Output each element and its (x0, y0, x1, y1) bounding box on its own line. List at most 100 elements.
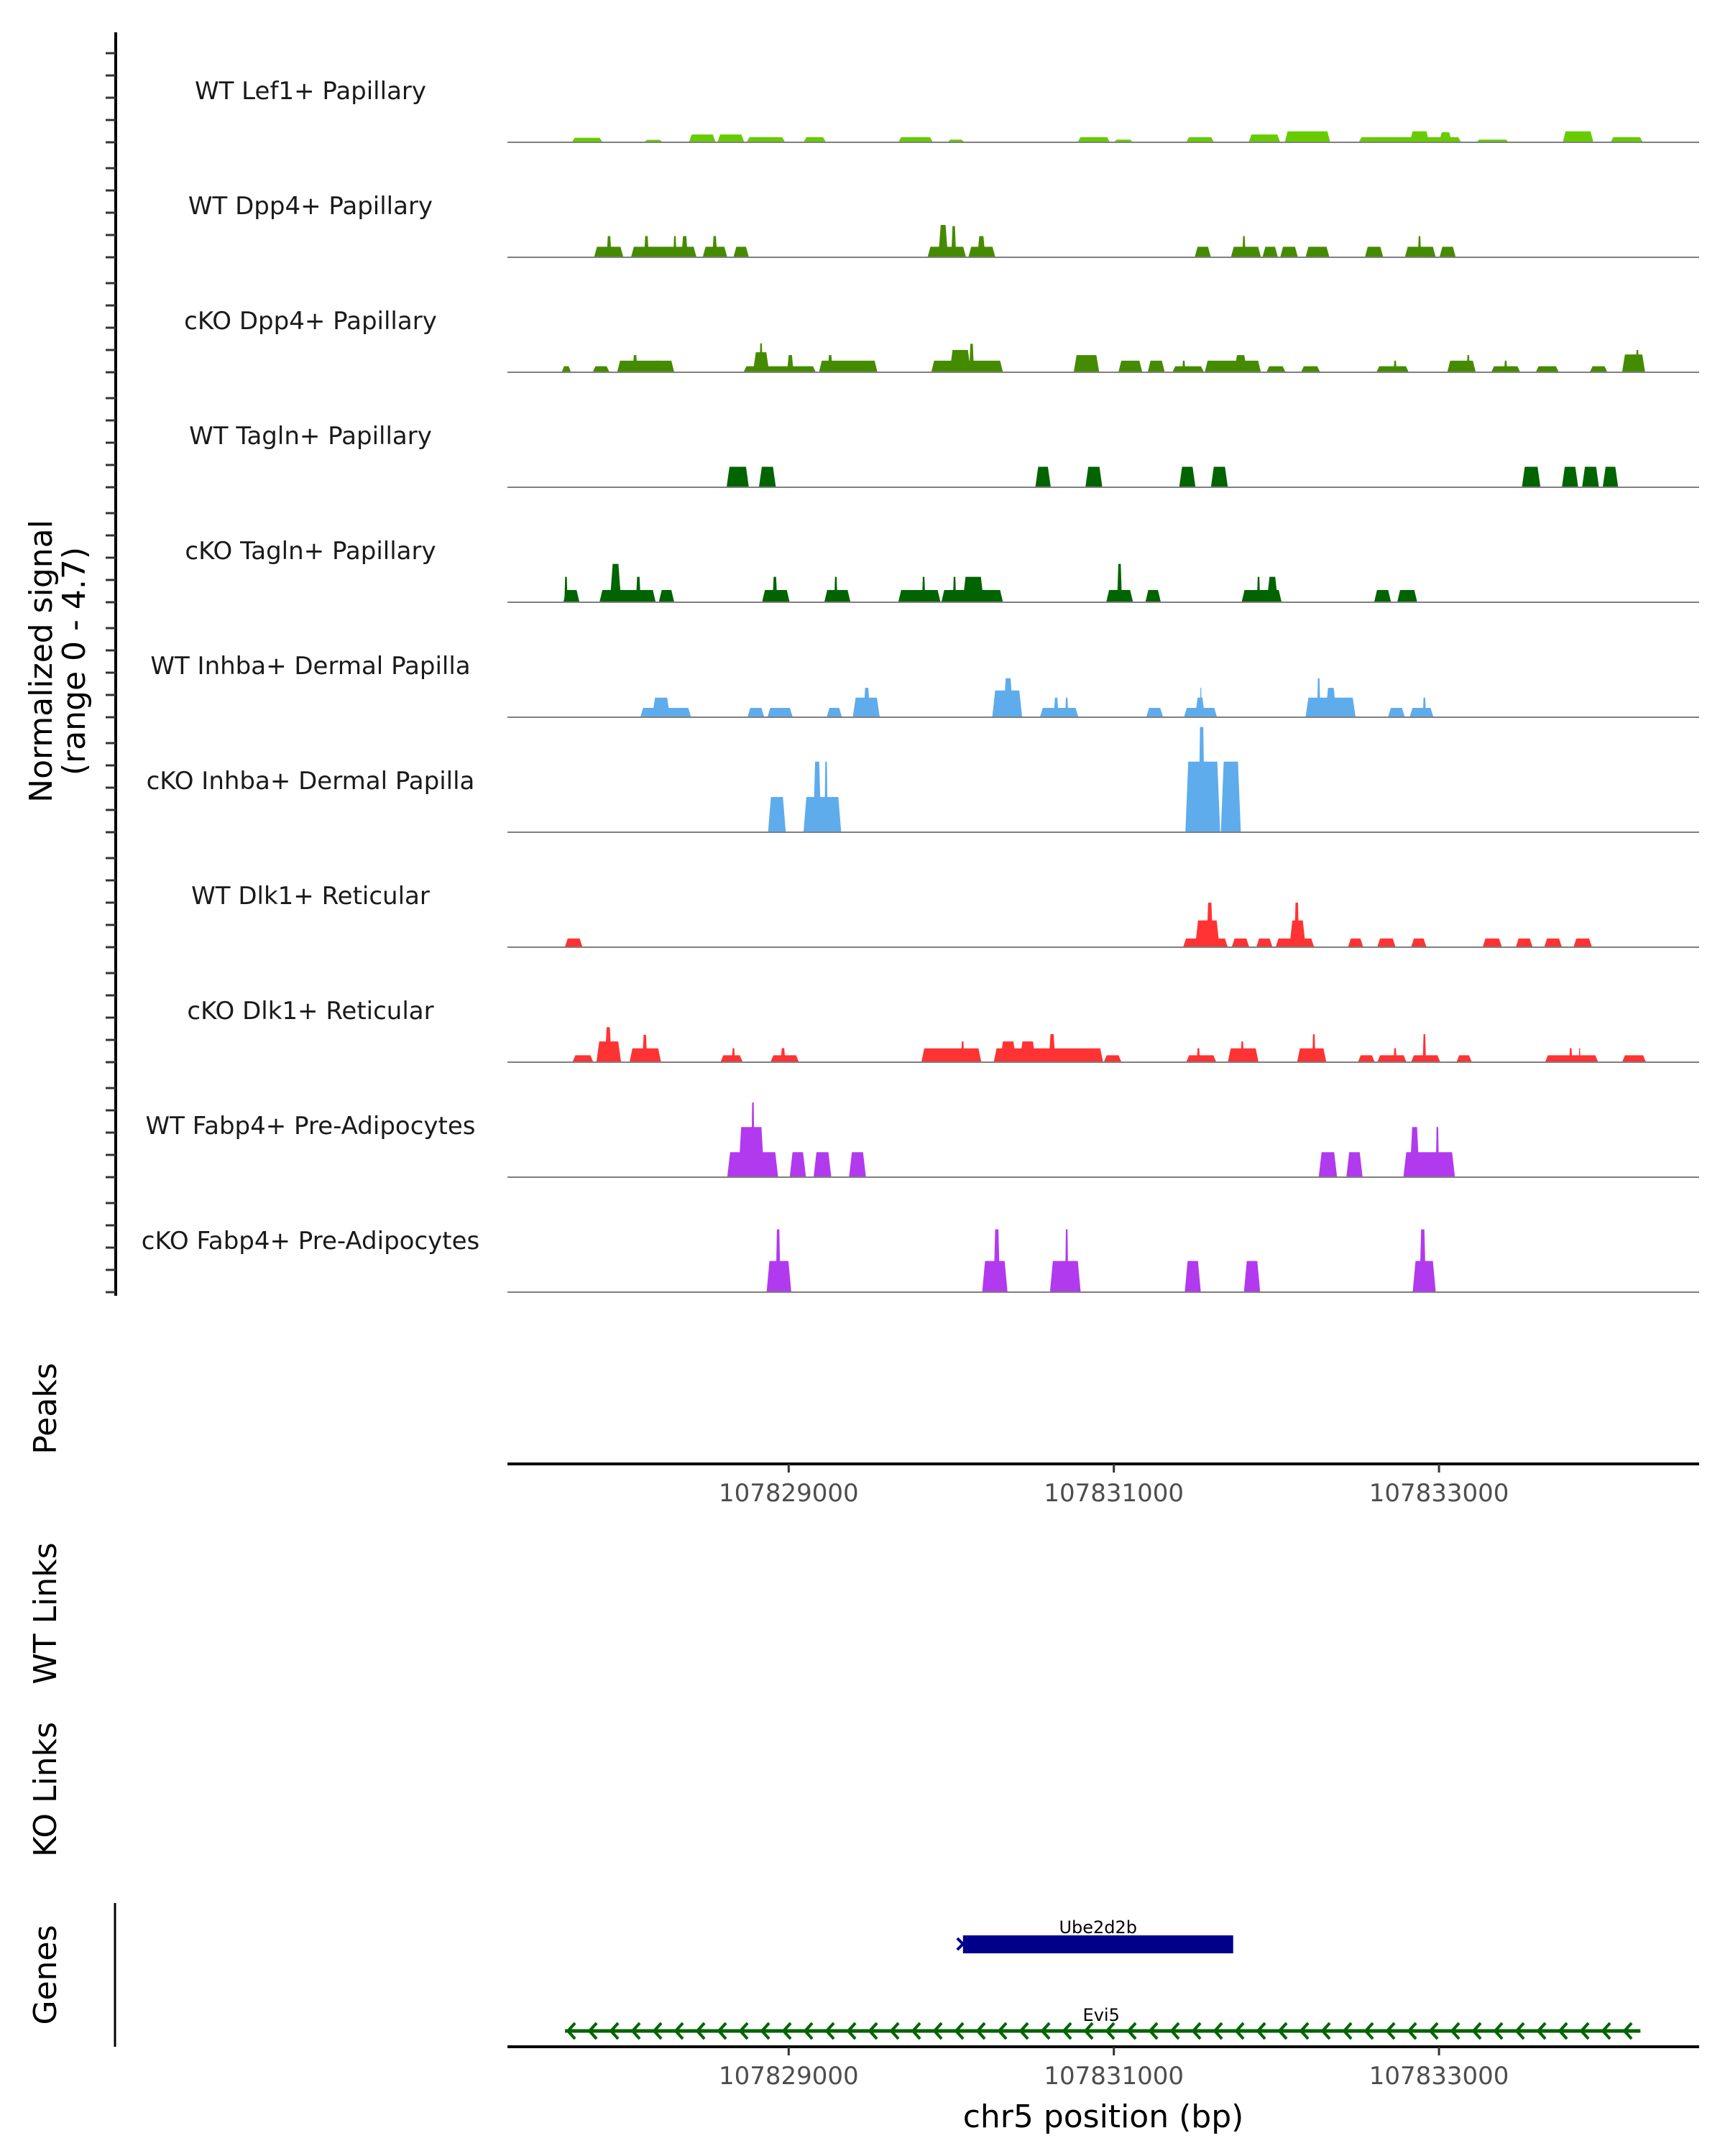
signal-block (1305, 247, 1330, 257)
signal-block (1589, 366, 1608, 372)
signal-block (726, 466, 749, 487)
signal-summit (1578, 1048, 1581, 1062)
signal-summit (772, 576, 778, 602)
gene-label: Ube2d2b (1059, 1917, 1137, 1938)
signal-summit (781, 1048, 786, 1062)
gene-annotations: Ube2d2b Evi5 (565, 1917, 1641, 2040)
strand-arrow-icon (717, 2022, 727, 2040)
signal-summit (1064, 697, 1069, 717)
signal-summit (1422, 697, 1426, 717)
strand-arrow-icon (975, 2022, 986, 2040)
signal-summit (655, 360, 661, 372)
signal-block (1184, 1261, 1201, 1292)
signal-block (767, 707, 793, 717)
track-4: WT Tagln+ Papillary (189, 422, 1699, 488)
track-11: cKO Fabp4+ Pre-Adipocytes (142, 1227, 1699, 1293)
strand-arrow-icon (997, 2022, 1008, 2040)
signal-summit (1197, 1048, 1200, 1062)
signal-summit (1393, 1048, 1397, 1062)
signal-summit (813, 761, 822, 832)
track-7: cKO Inhba+ Dermal Papilla (147, 727, 1699, 833)
track-label: WT Inhba+ Dermal Papilla (150, 652, 470, 681)
signal-block (768, 797, 786, 832)
peaks-label: Peaks (27, 1363, 64, 1454)
signal-summit (949, 350, 971, 372)
signal-summit (1466, 355, 1471, 372)
signal-summit (824, 761, 828, 832)
signal-block (1103, 1055, 1122, 1062)
signal-summit (1241, 1041, 1244, 1062)
strand-arrow-icon (1018, 2022, 1029, 2040)
strand-arrow-icon (760, 2022, 770, 2040)
strand-arrow-icon (1407, 2022, 1417, 2040)
gene-evi5: Evi5 (565, 2005, 1641, 2040)
signal-block (1482, 938, 1502, 947)
signal-block (564, 938, 583, 947)
signal-summit (1198, 727, 1205, 832)
signal-block (1205, 360, 1261, 372)
signal-summit (1504, 360, 1508, 372)
signal-summit (827, 355, 833, 372)
coverage-tracks: WT Lef1+ Papillary WT Dpp4+ Papillary cKO … (142, 77, 1699, 1293)
signal-block (1544, 938, 1563, 947)
signal-summit (1200, 688, 1202, 717)
signal-summit (1569, 1048, 1573, 1062)
signal-summit (1234, 355, 1248, 372)
signal-block (789, 1152, 806, 1177)
signal-block (1610, 137, 1643, 142)
strand-arrow-icon (1105, 2022, 1116, 2040)
signal-block (746, 137, 786, 142)
signal-summit (1049, 1033, 1056, 1062)
signal-block (1262, 247, 1278, 257)
strand-arrow-icon (1126, 2022, 1137, 2040)
gene-ube2d2b: Ube2d2b (956, 1917, 1233, 1953)
signal-block (1582, 466, 1599, 487)
signal-summit (951, 226, 957, 257)
signal-block (1145, 589, 1162, 602)
track-label: cKO Inhba+ Dermal Papilla (147, 767, 475, 796)
signal-summit (776, 1229, 781, 1292)
strand-arrow-icon (1536, 2022, 1547, 2040)
signal-block (599, 589, 656, 602)
strand-arrow-icon (1083, 2022, 1094, 2040)
strand-arrow-icon (1342, 2022, 1353, 2040)
track-9: cKO Dlk1+ Reticular (187, 997, 1699, 1063)
strand-arrow-icon (652, 2022, 663, 2040)
track-6: WT Inhba+ Dermal Papilla (150, 652, 1699, 718)
strand-arrow-icon (1277, 2022, 1288, 2040)
signal-block (1118, 360, 1143, 372)
x-tick-label: 107831000 (1044, 2062, 1184, 2091)
track-label: cKO Tagln+ Papillary (185, 537, 436, 566)
signal-block (1377, 938, 1396, 947)
signal-block (1377, 1055, 1407, 1062)
signal-block (1256, 938, 1273, 947)
signal-summit (1242, 236, 1246, 257)
track-label: cKO Fabp4+ Pre-Adipocytes (142, 1227, 480, 1256)
signal-block (898, 589, 941, 602)
signal-summit (938, 225, 948, 257)
signal-block (803, 797, 842, 832)
signal-summit (1294, 903, 1300, 947)
signal-block (1210, 466, 1228, 487)
signal-block (1266, 366, 1286, 372)
y-axis-title-line2: (range 0 - 4.7) (56, 547, 93, 775)
signal-summit (681, 236, 689, 257)
strand-arrow-icon (1062, 2022, 1072, 2040)
signal-block (1563, 131, 1593, 142)
strand-arrow-icon (738, 2022, 749, 2040)
strand-arrow-icon (889, 2022, 900, 2040)
signal-summit (1393, 360, 1397, 372)
track-10: WT Fabp4+ Pre-Adipocytes (146, 1102, 1699, 1178)
signal-block (1284, 131, 1330, 142)
signal-summit (952, 576, 957, 602)
signal-block (571, 137, 603, 142)
peaks-panel-title: Peaks (27, 1363, 64, 1454)
gene-label: Evi5 (1083, 2005, 1120, 2025)
signal-block (1522, 466, 1541, 487)
strand-arrow-icon (1471, 2022, 1482, 2040)
strand-arrow-icon (954, 2022, 965, 2040)
signal-summit (969, 344, 975, 372)
x-tick-label: 107833000 (1369, 2062, 1509, 2091)
signal-summit (1117, 563, 1123, 602)
signal-block (1186, 137, 1215, 142)
